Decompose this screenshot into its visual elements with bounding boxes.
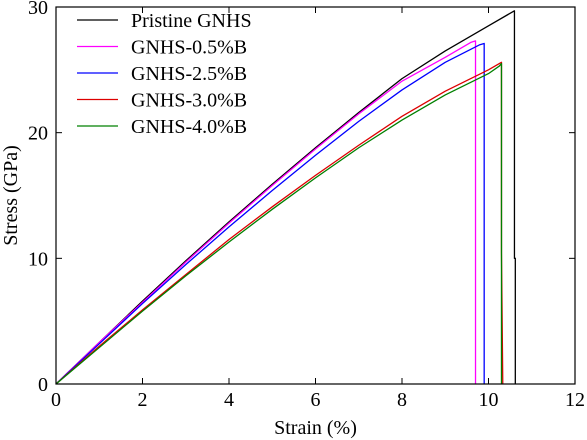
x-tick-label: 4: [224, 389, 234, 411]
legend-label-1: GNHS-0.5%B: [131, 37, 247, 59]
x-tick-label: 2: [138, 389, 148, 411]
x-tick-label: 6: [311, 389, 321, 411]
legend-label-0: Pristine GNHS: [131, 10, 252, 32]
x-tick-label: 12: [565, 389, 585, 411]
legend-label-2: GNHS-2.5%B: [131, 63, 247, 85]
y-tick-label: 0: [38, 374, 48, 396]
y-tick-label: 20: [28, 123, 48, 145]
legend-label-4: GNHS-4.0%B: [131, 116, 247, 138]
series-line-2: [55, 42, 485, 385]
x-tick-label: 8: [397, 389, 407, 411]
x-axis-title: Strain (%): [274, 417, 357, 439]
series-line-4: [55, 62, 503, 385]
y-tick-label: 30: [28, 0, 48, 19]
legend: Pristine GNHS GNHS-0.5%B GNHS-2.5%B GNHS-3.…: [77, 10, 252, 138]
series-layer: [55, 10, 516, 385]
series-line-3: [55, 61, 504, 385]
y-axis-title: Stress (GPa): [0, 145, 22, 246]
series-line-0: [55, 10, 516, 385]
y-tick-label: 10: [28, 248, 48, 270]
x-tick-label: 10: [479, 389, 499, 411]
series-line-1: [55, 40, 477, 385]
tick-layer: 0 2 4 6 8 10 12 0 10 20 30: [28, 0, 585, 411]
legend-label-3: GNHS-3.0%B: [131, 90, 247, 112]
x-tick-label: 0: [51, 389, 61, 411]
